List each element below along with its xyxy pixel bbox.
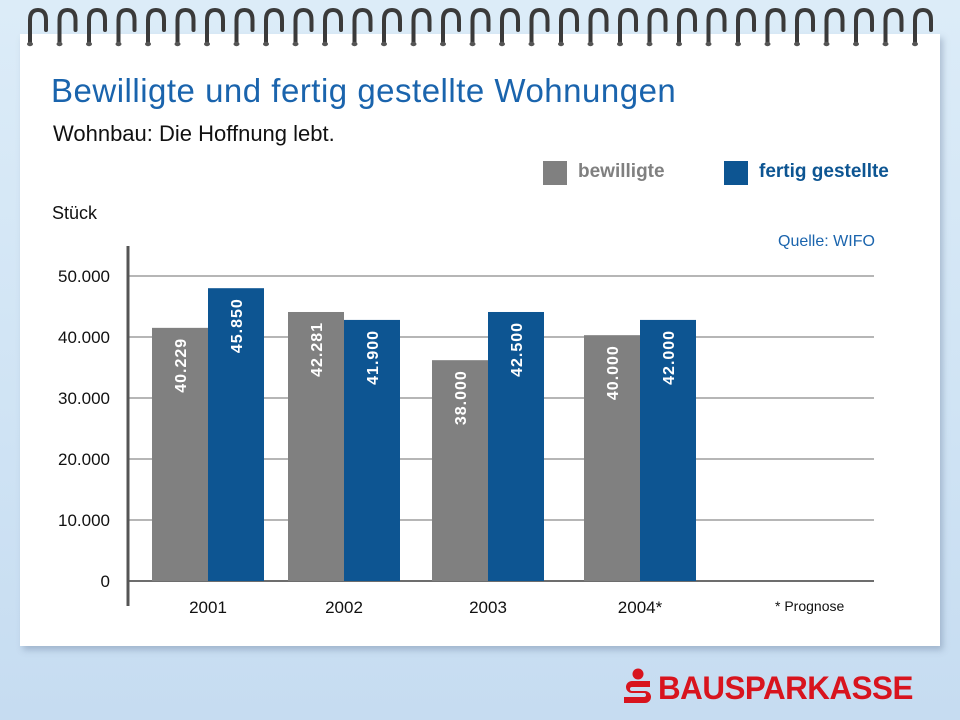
bar-data-label: 40.000 bbox=[605, 345, 622, 400]
binding-ring bbox=[263, 7, 284, 47]
binding-ring bbox=[617, 7, 638, 47]
binding-ring bbox=[86, 7, 107, 47]
binding-ring bbox=[764, 7, 786, 47]
bar-fertig bbox=[208, 288, 264, 581]
bar-bewilligte bbox=[288, 311, 344, 581]
legend-swatch-bewilligte bbox=[543, 161, 567, 185]
y-tick-label: 40.000 bbox=[58, 328, 110, 347]
x-tick-label: 2004* bbox=[618, 598, 663, 617]
bar-bewilligte bbox=[432, 360, 488, 581]
bar-data-label: 45.850 bbox=[229, 298, 246, 353]
y-tick-label: 20.000 bbox=[58, 450, 110, 469]
binding-ring bbox=[912, 7, 933, 47]
source-note: Quelle: WIFO bbox=[778, 233, 875, 250]
binding-ring bbox=[204, 7, 225, 47]
bar-data-label: 38.000 bbox=[453, 370, 470, 425]
x-tick-label: 2001 bbox=[189, 598, 227, 617]
binding-ring bbox=[528, 7, 550, 47]
y-axis-unit: Stück bbox=[52, 203, 98, 223]
y-tick-label: 30.000 bbox=[58, 389, 110, 408]
bar-data-label: 42.500 bbox=[509, 322, 526, 377]
bar-data-label: 42.281 bbox=[309, 322, 326, 377]
binding-ring bbox=[823, 7, 845, 47]
y-tick-label: 50.000 bbox=[58, 267, 110, 286]
chart-title: Bewilligte und fertig gestellte Wohnunge… bbox=[51, 72, 677, 109]
brand-logo-text: BAUSPARKASSE bbox=[658, 670, 913, 706]
sparkasse-s-logo-icon bbox=[624, 668, 651, 703]
binding-ring bbox=[351, 7, 373, 47]
binding-ring bbox=[322, 7, 343, 47]
bar-fertig bbox=[344, 319, 400, 581]
binding-ring bbox=[115, 7, 137, 47]
binding-ring bbox=[853, 7, 874, 47]
binding-ring bbox=[705, 7, 727, 47]
bar-bewilligte bbox=[152, 327, 208, 581]
bar-data-label: 41.900 bbox=[365, 330, 382, 385]
legend-label-bewilligte: bewilligte bbox=[578, 161, 665, 182]
binding-ring bbox=[233, 7, 255, 47]
binding-ring bbox=[410, 7, 432, 47]
binding-ring bbox=[292, 7, 314, 47]
binding-ring bbox=[27, 7, 48, 47]
forecast-footnote: * Prognose bbox=[775, 598, 845, 614]
y-tick-label: 0 bbox=[101, 572, 110, 591]
binding-ring bbox=[587, 7, 609, 47]
bar-fertig bbox=[640, 319, 696, 581]
binding-ring bbox=[499, 7, 520, 47]
chart-subtitle: Wohnbau: Die Hoffnung lebt. bbox=[53, 121, 335, 146]
binding-ring bbox=[381, 7, 402, 47]
legend-swatch-fertig bbox=[724, 161, 748, 185]
binding-ring bbox=[794, 7, 815, 47]
binding-ring bbox=[145, 7, 166, 47]
binding-ring bbox=[174, 7, 196, 47]
binding-ring bbox=[558, 7, 579, 47]
legend-label-fertig: fertig gestellte bbox=[759, 161, 889, 182]
binding-ring bbox=[56, 7, 78, 47]
binding-ring bbox=[646, 7, 668, 47]
x-tick-label: 2003 bbox=[469, 598, 507, 617]
bar-data-label: 42.000 bbox=[661, 330, 678, 385]
bar-bewilligte bbox=[584, 335, 640, 581]
bar-fertig bbox=[488, 311, 544, 581]
binding-ring bbox=[882, 7, 904, 47]
binding-ring bbox=[469, 7, 491, 47]
binding-ring bbox=[676, 7, 697, 47]
binding-ring bbox=[735, 7, 756, 47]
binding-ring bbox=[440, 7, 461, 47]
bar-data-label: 40.229 bbox=[173, 338, 190, 393]
x-tick-label: 2002 bbox=[325, 598, 363, 617]
y-tick-label: 10.000 bbox=[58, 511, 110, 530]
spiral-binding bbox=[27, 7, 933, 47]
